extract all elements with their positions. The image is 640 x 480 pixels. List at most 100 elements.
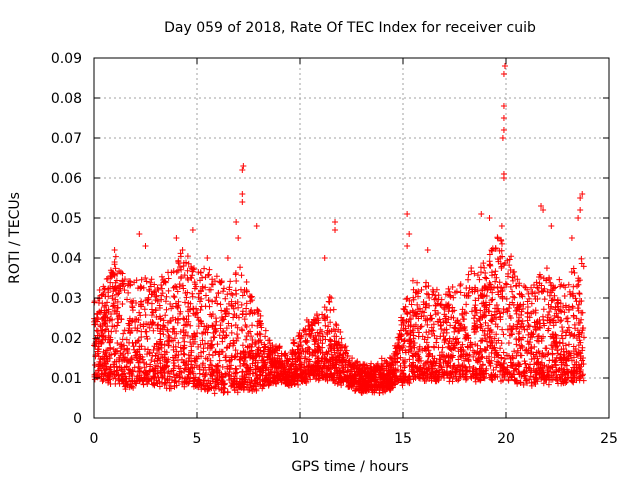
data-point xyxy=(513,283,520,290)
data-point xyxy=(139,353,146,360)
data-point xyxy=(536,371,543,378)
data-point xyxy=(342,350,349,357)
data-point xyxy=(497,345,504,352)
data-point xyxy=(188,275,195,282)
data-point xyxy=(188,347,195,354)
data-point xyxy=(431,332,438,339)
data-point xyxy=(254,380,261,387)
data-point xyxy=(578,361,585,368)
data-point xyxy=(540,380,547,387)
data-point xyxy=(284,379,291,386)
data-point xyxy=(447,358,454,365)
data-point xyxy=(168,269,175,276)
data-point xyxy=(493,331,500,338)
data-point xyxy=(488,297,495,304)
data-point xyxy=(125,289,132,296)
data-point xyxy=(243,336,250,343)
data-point xyxy=(318,328,325,335)
data-point xyxy=(314,329,321,336)
data-point xyxy=(159,353,166,360)
data-point xyxy=(396,373,403,380)
x-tick-label: 25 xyxy=(600,431,618,447)
data-point xyxy=(185,371,192,378)
data-point xyxy=(373,362,380,369)
data-point xyxy=(127,282,134,289)
data-point xyxy=(309,369,316,376)
data-point xyxy=(522,347,529,354)
data-point xyxy=(199,337,206,344)
data-point xyxy=(202,274,209,281)
data-point xyxy=(564,318,571,325)
data-point xyxy=(312,332,319,339)
data-point xyxy=(492,268,499,275)
data-point xyxy=(231,353,238,360)
data-point xyxy=(386,382,393,389)
data-point xyxy=(399,367,406,374)
data-point xyxy=(130,384,137,391)
data-point xyxy=(364,369,371,376)
data-point xyxy=(212,322,219,329)
data-point xyxy=(568,235,575,241)
data-point xyxy=(457,289,464,296)
data-point xyxy=(255,308,262,315)
data-point xyxy=(528,300,535,307)
data-point xyxy=(415,288,422,295)
data-point xyxy=(530,281,537,288)
data-point xyxy=(190,265,197,272)
data-point xyxy=(398,331,405,338)
data-point xyxy=(452,289,459,296)
data-point xyxy=(501,355,508,362)
y-tick-label: 0.04 xyxy=(51,251,82,267)
data-point xyxy=(262,327,269,334)
data-point xyxy=(161,341,168,348)
data-point xyxy=(212,376,219,383)
data-point xyxy=(240,163,247,169)
data-point xyxy=(329,354,336,361)
data-point xyxy=(142,274,149,281)
data-point xyxy=(101,360,108,367)
x-tick-labels: 0 5 10 15 20 25 xyxy=(90,431,618,447)
data-point xyxy=(229,303,236,310)
data-point xyxy=(428,361,435,368)
data-point xyxy=(197,381,204,388)
data-point xyxy=(112,253,119,260)
data-point xyxy=(113,358,120,365)
data-point xyxy=(478,292,485,299)
data-point xyxy=(125,278,132,285)
data-point xyxy=(145,294,152,301)
data-point xyxy=(525,341,532,348)
data-point xyxy=(146,324,153,331)
data-point xyxy=(140,323,147,330)
data-point xyxy=(498,263,505,270)
data-point xyxy=(565,324,572,331)
data-point xyxy=(313,312,320,319)
data-point xyxy=(135,337,142,344)
data-point xyxy=(530,351,537,358)
data-point xyxy=(494,284,501,291)
data-point xyxy=(399,317,406,324)
data-point xyxy=(278,358,285,365)
data-point xyxy=(532,376,539,383)
data-point xyxy=(575,349,582,356)
data-point xyxy=(524,338,531,345)
data-point xyxy=(578,255,585,262)
data-point xyxy=(180,345,187,352)
data-point xyxy=(151,379,158,386)
data-point xyxy=(180,359,187,366)
data-point xyxy=(144,336,151,343)
data-point xyxy=(558,346,565,353)
y-tick-label: 0.03 xyxy=(51,291,82,307)
data-point xyxy=(357,378,364,385)
data-point xyxy=(570,265,577,272)
data-point xyxy=(433,339,440,346)
data-point xyxy=(156,302,163,309)
data-point xyxy=(432,307,439,314)
data-point xyxy=(548,372,555,379)
data-point xyxy=(181,365,188,372)
data-point xyxy=(349,355,356,362)
data-point xyxy=(165,319,172,326)
data-point xyxy=(197,317,204,324)
data-point xyxy=(226,286,233,293)
data-point xyxy=(322,371,329,378)
data-point xyxy=(179,282,186,289)
